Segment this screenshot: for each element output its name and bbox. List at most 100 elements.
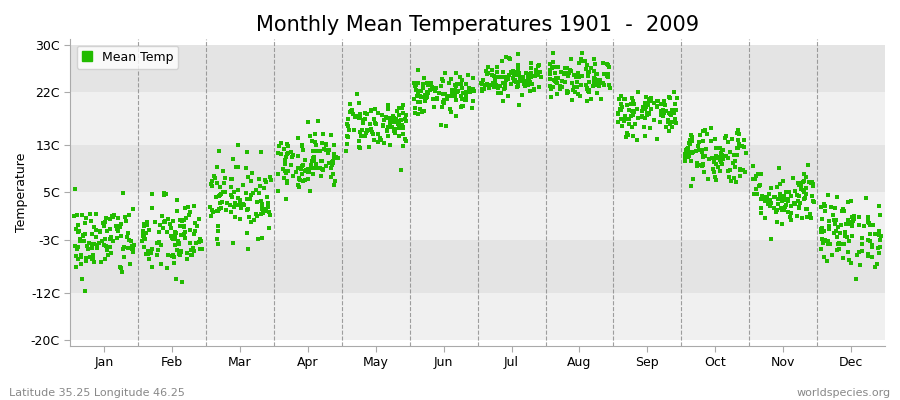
Point [496, 69, 510, 76]
Point [89, 242, 104, 248]
Point [154, 242, 168, 248]
Point [499, 77, 513, 84]
Point [284, 154, 299, 160]
Point [590, 80, 605, 86]
Point [75, 212, 89, 218]
Point [412, 106, 427, 112]
Point [668, 100, 682, 107]
Point [568, 89, 582, 96]
Point [587, 68, 601, 74]
Point [229, 164, 243, 170]
Point [781, 189, 796, 196]
Point [523, 70, 537, 77]
Point [113, 263, 128, 270]
Point [638, 132, 652, 139]
Point [204, 181, 219, 188]
Point [845, 232, 859, 239]
Point [685, 150, 699, 156]
Point [546, 83, 561, 90]
Point [589, 76, 603, 82]
Point [695, 147, 709, 153]
Point [490, 64, 504, 70]
Point [69, 246, 84, 252]
Point [830, 234, 844, 240]
Point [396, 124, 410, 130]
Point [124, 246, 139, 252]
Point [654, 112, 669, 118]
Point [562, 70, 576, 77]
Point [797, 171, 812, 177]
Point [444, 109, 458, 115]
Point [511, 83, 526, 90]
Point [806, 181, 820, 187]
Point [818, 203, 832, 209]
Point [94, 259, 108, 266]
Point [435, 75, 449, 82]
Point [497, 86, 511, 92]
Point [549, 79, 563, 85]
Point [296, 162, 310, 169]
Point [325, 162, 339, 168]
Point [312, 148, 327, 154]
Point [597, 82, 611, 88]
Point [439, 123, 454, 129]
Point [90, 245, 104, 251]
Point [859, 194, 873, 201]
Point [264, 177, 278, 183]
Point [187, 220, 202, 226]
Point [806, 199, 821, 205]
Point [238, 165, 253, 172]
Point [254, 198, 268, 204]
Point [679, 147, 693, 154]
Point [531, 72, 545, 79]
Point [691, 143, 706, 149]
Point [137, 235, 151, 241]
Point [394, 104, 409, 111]
Point [320, 142, 334, 148]
Point [792, 200, 806, 206]
Point [758, 197, 772, 204]
Point [177, 217, 192, 223]
Point [175, 279, 189, 285]
Point [780, 198, 795, 204]
Point [316, 167, 330, 174]
Point [218, 189, 232, 195]
Point [380, 128, 394, 135]
Point [803, 211, 817, 217]
Point [453, 81, 467, 87]
Point [328, 155, 342, 162]
Point [306, 164, 320, 171]
Point [644, 98, 659, 104]
Point [339, 120, 354, 127]
Point [239, 206, 254, 213]
Point [177, 235, 192, 241]
Point [832, 240, 846, 246]
Point [415, 108, 429, 115]
Point [375, 123, 390, 130]
Point [662, 94, 676, 100]
Point [206, 208, 220, 215]
Point [256, 235, 270, 242]
Point [490, 69, 504, 75]
Point [284, 162, 299, 168]
Point [698, 127, 712, 134]
Point [344, 109, 358, 115]
Point [279, 196, 293, 202]
Point [396, 124, 410, 131]
Point [428, 85, 443, 92]
Point [512, 78, 526, 84]
Point [657, 110, 671, 116]
Point [339, 148, 354, 154]
Point [425, 84, 439, 90]
Point [753, 210, 768, 217]
Point [186, 202, 201, 209]
Point [256, 210, 270, 216]
Point [758, 194, 772, 200]
Point [625, 112, 639, 119]
Point [872, 232, 886, 238]
Point [639, 110, 653, 117]
Point [488, 76, 502, 83]
Point [449, 113, 464, 120]
Point [418, 95, 433, 101]
Point [845, 223, 859, 230]
